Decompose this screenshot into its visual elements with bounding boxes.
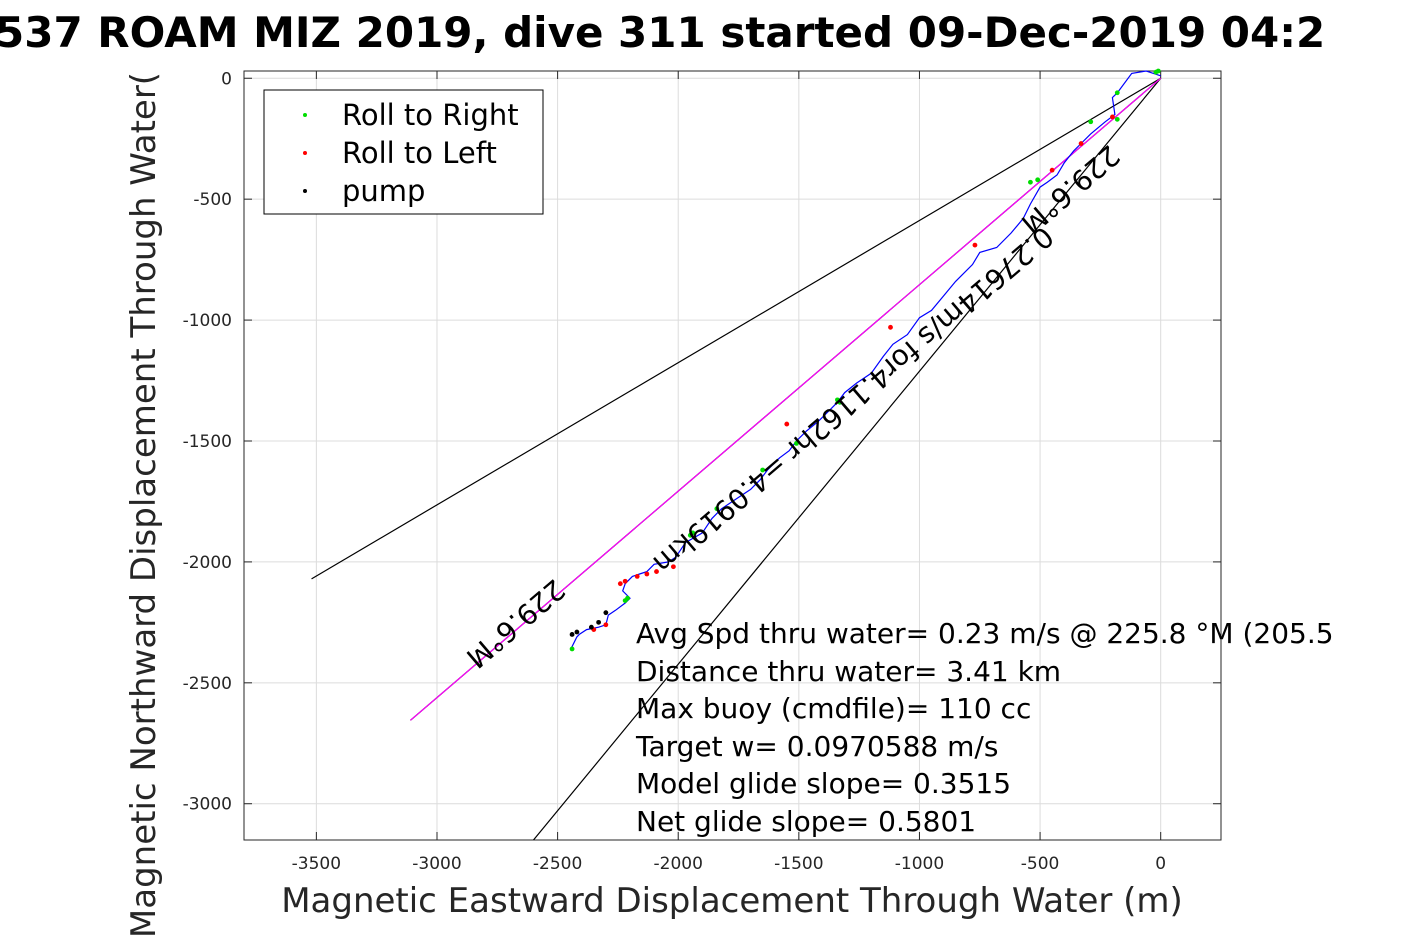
heading-line [533,77,1162,840]
y-tick-label: -3000 [183,795,232,815]
markers-layer [569,68,1161,652]
y-tick-label: 0 [221,69,232,89]
x-tick-label: 0 [1155,854,1166,874]
heading-line [311,77,1161,580]
roll-right-point [794,441,799,446]
roll-right-point [760,467,766,473]
roll-left-point [1078,141,1084,146]
axis-ticks: -3500 -3000 -2500 -2000 -1500 -1000 -500 0 0 -500… [183,69,1221,874]
heading-line [410,77,1162,721]
roll-right-point [687,532,693,538]
roll-right-point [1035,177,1041,183]
roll-right-point [714,506,720,512]
pump-point [603,610,609,616]
legend-marker-roll-right [303,113,307,117]
y-tick-label: -1500 [183,432,232,452]
roll-right-point [1088,119,1094,125]
legend-box [263,89,544,215]
roll-left-point [1049,167,1055,173]
annotation-avg-speed: Avg Spd thru water= 0.23 m/s @ 225.8 °M … [636,617,1334,650]
annotation-max-buoy: Max buoy (cmdfile)= 110 cc [636,692,1031,725]
y-tick-label: -1000 [183,311,232,331]
legend-marker-roll-left [303,151,307,155]
legend-label-roll-right: Roll to Right [342,98,519,132]
x-tick-label: -2000 [654,854,703,874]
annotation-target-w: Target w= 0.0970588 m/s [635,730,998,763]
stats-annotations: Avg Spd thru water= 0.23 m/s @ 225.8 °M … [635,617,1334,838]
roll-left-point [670,564,676,570]
roll-left-point [654,569,659,574]
roll-right-point [1114,116,1120,122]
chart-title: 537 ROAM MIZ 2019, dive 311 started 09-D… [0,8,1325,57]
grid [244,71,1221,840]
y-tick-label: -500 [193,190,232,210]
roll-right-point [1114,90,1120,96]
x-tick-label: -3500 [292,854,341,874]
roll-right-point [569,646,575,652]
x-axis-label: Magnetic Eastward Displacement Through W… [281,881,1183,921]
legend: Roll to Right Roll to Left pump [263,89,544,215]
pump-point [569,632,575,637]
heading-lines [311,77,1162,840]
roll-left-point [784,421,790,427]
roll-left-point [644,571,650,577]
pump-point [574,629,580,635]
roll-left-point [603,622,609,628]
plot-area [243,70,1222,841]
x-tick-label: -3000 [412,854,461,874]
roll-right-point [835,397,840,403]
roll-left-point [1110,114,1115,120]
y-tick-label: -2500 [183,674,232,694]
y-axis-label: Magnetic Northward Displacement Through … [124,72,164,938]
roll-right-point [1153,69,1159,75]
pump-point [596,619,602,625]
roll-left-point [622,578,628,584]
heading-rotated-label: 229.6°M [460,573,571,675]
x-tick-label: -1000 [895,854,944,874]
roll-right-point [622,598,628,603]
roll-left-point [617,581,623,587]
legend-label-pump: pump [342,174,425,208]
roll-left-point [888,324,893,330]
legend-label-roll-left: Roll to Left [342,136,497,170]
roll-right-point [1028,179,1033,185]
annotation-net-glide: Net glide slope= 0.5801 [636,805,976,838]
x-tick-label: -2500 [533,854,582,874]
y-tick-label: -2000 [183,553,232,573]
annotation-model-glide: Model glide slope= 0.3515 [636,767,1011,800]
x-tick-label: -500 [1021,854,1060,874]
roll-left-point [634,574,640,579]
legend-marker-pump [303,189,307,193]
roll-left-point [972,242,978,248]
annotation-distance: Distance thru water= 3.41 km [636,655,1061,688]
heading-rotated-label: 0.27614m/s for4.1162hr =4.0919km [647,220,1060,580]
x-tick-label: -1500 [774,854,823,874]
pump-point [588,624,594,630]
